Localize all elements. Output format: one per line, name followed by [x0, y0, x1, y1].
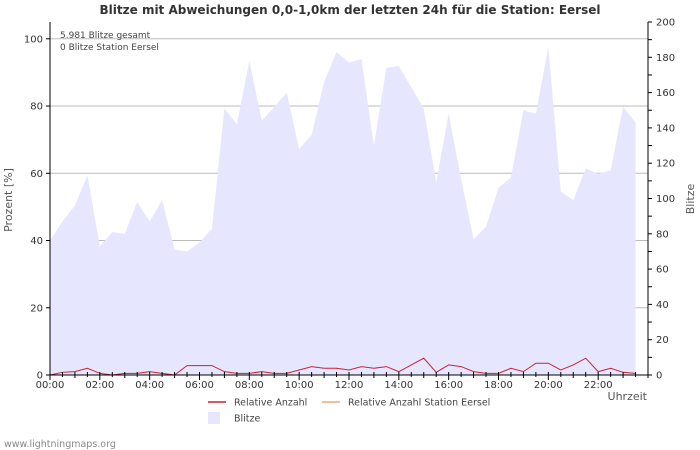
y-left-tick-label: 20 [30, 303, 43, 314]
y-axis-right-label: Blitze [684, 184, 697, 215]
axes [46, 21, 652, 380]
x-tick-label: 06:00 [185, 380, 214, 391]
tick-labels: 0 20 40 60 80 100 0 20 40 60 80 100 120 140 160 180 200 0… [24, 18, 675, 392]
x-tick-label: 18:00 [484, 380, 513, 391]
legend-label-2: Blitze [234, 414, 261, 425]
y-right-tick-label: 20 [656, 335, 669, 346]
y-left-tick-label: 60 [30, 169, 43, 180]
x-tick-label: 10:00 [285, 380, 314, 391]
y-right-tick-label: 140 [656, 123, 675, 134]
x-axis-label: Uhrzeit [608, 390, 648, 403]
x-tick-label: 04:00 [135, 380, 164, 391]
y-axis-left-label: Prozent [%] [2, 168, 15, 232]
x-tick-label: 02:00 [85, 380, 114, 391]
y-right-tick-label: 160 [656, 88, 675, 99]
y-right-tick-label: 80 [656, 229, 669, 240]
legend-swatch-2 [208, 412, 220, 424]
blitze-area-layer [50, 46, 636, 376]
blitze-area [50, 46, 636, 376]
y-right-tick-label: 180 [656, 53, 675, 64]
x-tick-label: 22:00 [584, 380, 613, 391]
x-tick-label: 00:00 [36, 380, 65, 391]
y-left-tick-label: 100 [24, 34, 43, 45]
y-left-tick-label: 0 [37, 371, 43, 382]
x-tick-label: 16:00 [434, 380, 463, 391]
y-right-tick-label: 200 [656, 18, 675, 29]
legend-label-0: Relative Anzahl [234, 398, 307, 409]
y-right-tick-label: 120 [656, 159, 675, 170]
info-total-strikes: 5.981 Blitze gesamt [60, 31, 151, 41]
chart-title: Blitze mit Abweichungen 0,0-1,0km der le… [100, 3, 601, 17]
footer-credit: www.lightningmaps.org [4, 439, 116, 450]
y-right-tick-label: 100 [656, 194, 675, 205]
legend: Relative Anzahl Relative Anzahl Station E… [208, 398, 490, 425]
x-tick-label: 08:00 [235, 380, 264, 391]
y-left-tick-label: 40 [30, 236, 43, 247]
y-right-tick-label: 40 [656, 300, 669, 311]
x-tick-label: 20:00 [534, 380, 563, 391]
legend-label-1: Relative Anzahl Station Eersel [348, 398, 490, 409]
y-right-tick-label: 0 [656, 371, 662, 382]
relative-anzahl-line [49, 357, 636, 376]
y-left-tick-label: 80 [30, 102, 43, 113]
y-right-tick-label: 60 [656, 265, 669, 276]
x-tick-label: 14:00 [384, 380, 413, 391]
info-station-strikes: 0 Blitze Station Eersel [60, 43, 159, 53]
x-tick-label: 12:00 [335, 380, 364, 391]
